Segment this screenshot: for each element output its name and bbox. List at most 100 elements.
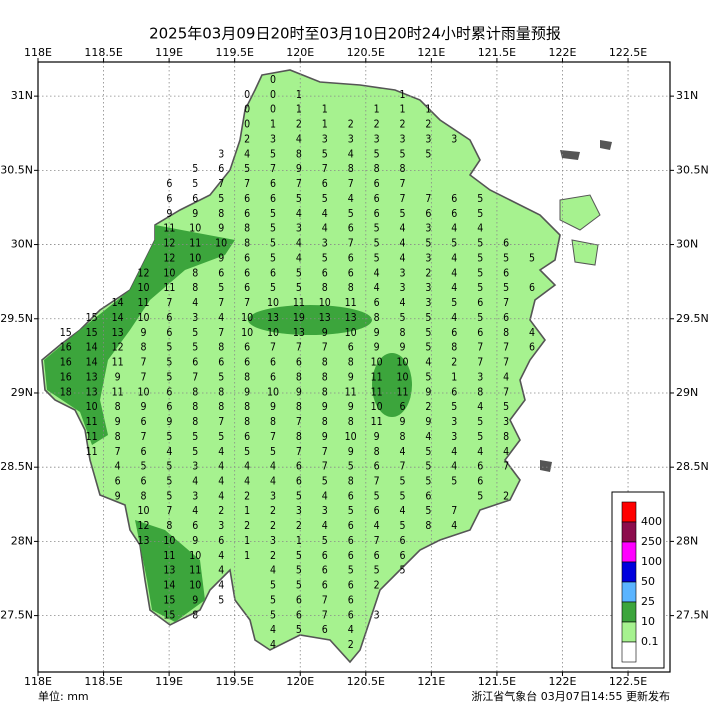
rain-value: 4 — [218, 461, 224, 473]
rain-value: 4 — [451, 252, 457, 264]
rain-value: 13 — [112, 327, 124, 339]
rain-value: 4 — [244, 148, 250, 160]
rain-value: 8 — [115, 401, 121, 413]
rain-value: 6 — [244, 252, 250, 264]
rain-value: 5 — [322, 148, 328, 160]
lat-label: 30.5N — [676, 163, 709, 176]
rain-value: 2 — [270, 520, 276, 532]
rain-value: 5 — [374, 238, 380, 250]
rain-value: 4 — [218, 550, 224, 562]
rain-value: 4 — [425, 357, 431, 369]
rain-value: 6 — [348, 223, 354, 235]
rain-value: 13 — [293, 327, 305, 339]
rain-value: 8 — [425, 520, 431, 532]
rain-value: 5 — [218, 193, 224, 205]
rain-value: 10 — [371, 401, 383, 413]
rain-value: 5 — [270, 282, 276, 294]
rain-value: 10 — [163, 267, 175, 279]
rain-value: 8 — [244, 238, 250, 250]
rain-value: 5 — [425, 327, 431, 339]
rain-value: 5 — [270, 252, 276, 264]
rain-value: 11 — [371, 416, 383, 428]
rain-value: 8 — [374, 312, 380, 324]
rain-value: 4 — [218, 475, 224, 487]
rain-value: 3 — [270, 490, 276, 502]
rain-value: 4 — [244, 475, 250, 487]
rain-value: 5 — [296, 580, 302, 592]
rain-value: 2 — [425, 267, 431, 279]
lon-label: 119E — [155, 46, 183, 59]
lat-label: 29N — [676, 386, 698, 399]
rain-value: 4 — [192, 475, 198, 487]
rain-value: 9 — [322, 401, 328, 413]
rain-value: 4 — [348, 193, 354, 205]
rain-value: 3 — [399, 282, 405, 294]
rain-value: 8 — [296, 401, 302, 413]
rain-value: 3 — [503, 416, 509, 428]
rain-value: 8 — [477, 386, 483, 398]
rain-value: 9 — [348, 371, 354, 383]
lon-label: 122E — [549, 46, 577, 59]
rain-value: 10 — [345, 431, 357, 443]
rain-value: 10 — [86, 401, 98, 413]
rain-value: 6 — [244, 208, 250, 220]
rain-value: 2 — [244, 520, 250, 532]
rain-value: 6 — [374, 297, 380, 309]
rain-value: 4 — [296, 133, 302, 145]
rain-value: 5 — [296, 550, 302, 562]
lon-label: 120E — [286, 675, 314, 688]
rain-value: 2 — [244, 133, 250, 145]
rain-value: 6 — [115, 475, 121, 487]
lat-label: 29.5N — [676, 312, 709, 325]
rain-value: 10 — [137, 312, 149, 324]
rain-value: 5 — [322, 252, 328, 264]
lat-label: 28.5N — [0, 460, 33, 473]
rain-value: 8 — [166, 520, 172, 532]
rain-value: 3 — [374, 609, 380, 621]
lon-label: 121.5E — [478, 46, 516, 59]
rain-value: 10 — [189, 252, 201, 264]
rain-value: 8 — [322, 371, 328, 383]
rain-value: 10 — [371, 357, 383, 369]
rain-value: 4 — [451, 267, 457, 279]
rain-value: 1 — [322, 119, 328, 131]
rain-value: 10 — [215, 238, 227, 250]
lon-label: 118E — [24, 46, 52, 59]
issuer-label: 浙江省气象台 03月07日14:55 更新发布 — [471, 689, 670, 703]
rain-value: 12 — [112, 342, 124, 354]
rain-value: 14 — [112, 297, 124, 309]
rain-value: 5 — [503, 401, 509, 413]
rain-value: 5 — [166, 490, 172, 502]
rain-value: 11 — [86, 446, 98, 458]
rain-value: 4 — [322, 208, 328, 220]
lat-label: 28N — [11, 534, 33, 547]
rain-value: 6 — [348, 252, 354, 264]
rain-value: 3 — [322, 133, 328, 145]
rain-value: 8 — [218, 401, 224, 413]
rain-value: 7 — [503, 357, 509, 369]
rain-value: 11 — [293, 297, 305, 309]
rain-value: 7 — [270, 342, 276, 354]
rain-value: 6 — [218, 267, 224, 279]
rain-value: 10 — [267, 386, 279, 398]
rain-value: 10 — [396, 371, 408, 383]
rain-value: 5 — [374, 148, 380, 160]
rain-value: 5 — [270, 238, 276, 250]
rain-value: 5 — [348, 461, 354, 473]
rain-value: 2 — [244, 490, 250, 502]
rain-value: 3 — [374, 133, 380, 145]
lat-label: 29N — [11, 386, 33, 399]
rain-value: 8 — [244, 416, 250, 428]
rain-value: 6 — [244, 357, 250, 369]
rain-value: 6 — [244, 342, 250, 354]
rain-value: 8 — [348, 416, 354, 428]
rain-value: 11 — [163, 282, 175, 294]
rain-value: 4 — [451, 312, 457, 324]
rain-value: 4 — [399, 238, 405, 250]
rain-value: 4 — [166, 446, 172, 458]
rain-value: 0 — [270, 89, 276, 101]
rain-value: 8 — [244, 371, 250, 383]
rain-value: 1 — [399, 89, 405, 101]
rain-value: 0 — [244, 104, 250, 116]
rain-value: 8 — [348, 475, 354, 487]
